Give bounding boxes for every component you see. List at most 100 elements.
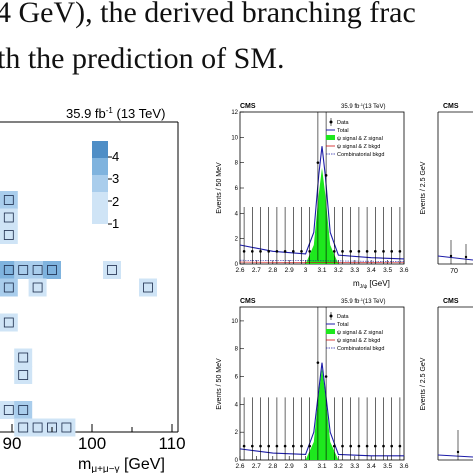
fit-xtick-label: 2.9 (285, 267, 294, 274)
heatmap-cells (0, 191, 157, 437)
data-point (374, 444, 377, 448)
legend-data-bottom: Data (337, 314, 350, 320)
fit-ytick-label: 0 (235, 262, 239, 268)
heatmap-xtick-100: 100 (78, 434, 106, 453)
color-scale-label-4: 4 (112, 149, 119, 164)
data-point (349, 444, 353, 448)
data-point (365, 250, 369, 253)
fit-xtick-label: 2.9 (285, 463, 294, 470)
heatmap-cell (28, 278, 47, 297)
data-point (267, 444, 271, 448)
fit-ytick-label: 0 (235, 458, 239, 464)
heatmap-cell-marker (18, 422, 29, 433)
fit-curves-top (239, 146, 405, 264)
heatmap-cell-marker (3, 230, 14, 240)
fit-ytick-label: 6 (235, 375, 239, 381)
legend-signal-top: ψ signal & Z signal (337, 136, 383, 142)
data-point (292, 444, 295, 448)
fit-xtick-label: 3.5 (383, 463, 392, 470)
fit-legend-top: Data Total ψ signal & Z signal ψ signal … (326, 118, 384, 158)
caption-line-1: 4 GeV), the derived branching frac (0, 0, 416, 29)
data-point (259, 250, 262, 253)
right-panel-top: CMS Events / 2.5 GeV 70 (420, 103, 473, 275)
cms-label-right-bottom: CMS (443, 298, 459, 305)
heatmap-cell-marker (18, 265, 29, 275)
heatmap-cell-marker (3, 195, 14, 205)
fit-xtick-label: 3.4 (367, 267, 376, 274)
data-point (242, 444, 246, 448)
heatmap-cell (0, 226, 18, 244)
cms-label-right-top: CMS (443, 103, 459, 110)
fit-xtick-label: 3.4 (367, 463, 376, 470)
heatmap-xtick-90: 90 (3, 434, 22, 453)
data-point (398, 250, 402, 253)
heatmap-cell (0, 191, 18, 209)
heatmap-cell-marker (3, 317, 14, 328)
fit-xtick-label: 3.6 (399, 267, 408, 274)
heatmap-cell-marker (3, 212, 14, 223)
data-point (333, 444, 336, 448)
color-scale-label-1: 1 (112, 216, 119, 231)
data-point (251, 250, 254, 253)
data-point (283, 250, 287, 253)
fit-xtick-label: 3.3 (350, 267, 359, 274)
fit-xtick-label: 3.2 (334, 463, 343, 470)
legend-zbkgd-top: ψ signal & Z bkgd (337, 144, 380, 150)
fit-ylabel-bottom: Events / 50 MeV (216, 358, 223, 410)
heatmap-cell-marker (18, 405, 29, 415)
data-point (267, 250, 271, 253)
right-xtick-top: 70 (450, 268, 458, 275)
data-point (382, 444, 385, 448)
fit-xtick-label: 2.8 (268, 267, 277, 274)
fit-xtick-label: 3.6 (399, 463, 408, 470)
heatmap-cell (14, 366, 33, 384)
data-point (275, 250, 279, 253)
heatmap-cell-marker (107, 265, 117, 275)
data-point (333, 250, 336, 253)
fit-lumi-bottom: 35.9 fb-1(13 TeV) (341, 297, 386, 305)
fit-panel-top: CMS 35.9 fb-1(13 TeV) Events / 50 MeV 02… (216, 102, 409, 290)
fit-xtick-label: 3 (304, 267, 308, 274)
fit-ytick-label: 10 (231, 135, 238, 141)
fit-xtick-label: 3.5 (383, 267, 392, 274)
legend-comb-top: Combinatorial bkgd (337, 152, 384, 158)
fit-xtick-label: 3.1 (317, 463, 326, 470)
fit-ytick-label: 6 (235, 186, 239, 192)
signal-fill (305, 368, 339, 460)
caption-line-2: th the prediction of SM. (0, 42, 285, 75)
fit-xticks-bottom: 2.6 2.7 2.8 2.9 3 3.1 3.2 3.3 3.4 3.5 3.6 (235, 456, 409, 470)
data-point (275, 444, 279, 448)
data-point (316, 361, 320, 364)
data-point (365, 444, 369, 448)
legend-comb-bottom: Combinatorial bkgd (337, 346, 384, 352)
data-point (316, 161, 320, 164)
fit-ytick-label: 8 (235, 161, 239, 167)
right-panel-bottom: CMS Events / 2.5 GeV (420, 298, 473, 461)
data-point (357, 250, 361, 253)
fit-ytick-label: 12 (231, 110, 238, 116)
right-ylabel-top: Events / 2.5 GeV (420, 161, 427, 214)
data-point (308, 444, 312, 448)
heatmap-panel: 35.9 fb-1 (13 TeV) 4 3 2 1 90 100 110 m (0, 106, 186, 473)
heatmap-xtick-110: 110 (158, 434, 185, 453)
data-point (382, 250, 385, 253)
heatmap-cell (0, 278, 18, 297)
heatmap-cell (0, 208, 18, 227)
fit-legend-bottom: Data Total ψ signal & Z signal ψ signal … (326, 312, 384, 352)
heatmap-xlabel: mμ+μ−γ [GeV] (78, 456, 165, 473)
fit-curves-bottom (239, 362, 404, 460)
heatmap-color-scale: 4 3 2 1 (92, 141, 119, 231)
heatmap-cell (43, 261, 61, 279)
legend-total-bottom: Total (337, 322, 349, 328)
heatmap-cell-marker (47, 265, 57, 275)
heatmap-cell-marker (3, 282, 14, 293)
heatmap-cell-marker (3, 405, 14, 415)
data-point (308, 250, 312, 253)
fit-xtick-label: 3.2 (334, 267, 343, 274)
heatmap-cell-marker (143, 282, 153, 293)
fit-ytick-label: 8 (235, 347, 239, 353)
fit-xtick-label: 2.6 (235, 267, 244, 274)
heatmap-cell (14, 401, 33, 419)
cms-label-bottom: CMS (240, 298, 256, 305)
heatmap-cell-marker (3, 265, 14, 275)
